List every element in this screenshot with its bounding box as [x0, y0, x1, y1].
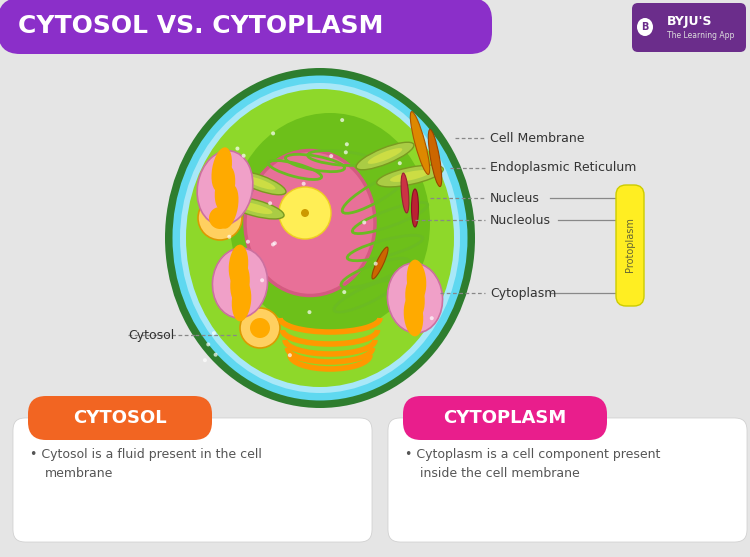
Ellipse shape [271, 131, 275, 135]
Ellipse shape [356, 142, 414, 170]
Ellipse shape [211, 147, 232, 192]
Text: Nucleolus: Nucleolus [490, 213, 551, 227]
Text: Nucleus: Nucleus [490, 192, 540, 204]
Ellipse shape [212, 248, 268, 318]
FancyBboxPatch shape [28, 396, 212, 440]
Ellipse shape [230, 262, 250, 304]
Text: Cytoplasm: Cytoplasm [490, 286, 556, 300]
Ellipse shape [234, 171, 286, 195]
Ellipse shape [388, 263, 442, 333]
Ellipse shape [244, 177, 275, 189]
Ellipse shape [180, 83, 460, 393]
Ellipse shape [344, 150, 348, 154]
Ellipse shape [301, 209, 309, 217]
Text: CYTOSOL VS. CYTOPLASM: CYTOSOL VS. CYTOPLASM [18, 14, 383, 38]
Ellipse shape [165, 68, 475, 408]
Ellipse shape [376, 165, 443, 187]
Ellipse shape [214, 353, 217, 356]
Ellipse shape [412, 189, 419, 227]
Ellipse shape [242, 154, 246, 158]
Ellipse shape [203, 358, 207, 362]
Text: membrane: membrane [45, 467, 113, 480]
Ellipse shape [410, 111, 430, 174]
Ellipse shape [197, 151, 253, 225]
FancyBboxPatch shape [616, 185, 644, 306]
Ellipse shape [212, 331, 216, 335]
Ellipse shape [230, 113, 430, 333]
FancyBboxPatch shape [632, 3, 746, 52]
Ellipse shape [340, 118, 344, 122]
Ellipse shape [250, 318, 270, 338]
Ellipse shape [430, 316, 433, 320]
Ellipse shape [226, 197, 284, 219]
Ellipse shape [428, 129, 442, 187]
Text: CYTOSOL: CYTOSOL [74, 409, 166, 427]
Ellipse shape [245, 150, 375, 296]
Ellipse shape [238, 202, 272, 214]
Ellipse shape [232, 280, 251, 321]
Ellipse shape [308, 310, 311, 314]
Ellipse shape [401, 173, 409, 213]
Ellipse shape [218, 184, 238, 229]
Ellipse shape [271, 242, 275, 246]
Text: BYJU'S: BYJU'S [667, 14, 712, 27]
Text: B: B [641, 22, 649, 32]
Text: • Cytosol is a fluid present in the cell: • Cytosol is a fluid present in the cell [30, 448, 262, 461]
Ellipse shape [209, 207, 231, 229]
Text: Protoplasm: Protoplasm [625, 218, 635, 272]
Ellipse shape [236, 146, 239, 150]
Ellipse shape [172, 76, 467, 400]
Text: Endoplasmic Reticulum: Endoplasmic Reticulum [490, 162, 636, 174]
Ellipse shape [186, 89, 454, 387]
FancyBboxPatch shape [388, 418, 747, 542]
Ellipse shape [372, 247, 388, 279]
Ellipse shape [406, 260, 426, 301]
Ellipse shape [374, 262, 378, 266]
Text: Cell Membrane: Cell Membrane [490, 131, 584, 144]
FancyBboxPatch shape [403, 396, 607, 440]
Ellipse shape [240, 308, 280, 348]
Text: inside the cell membrane: inside the cell membrane [420, 467, 580, 480]
Ellipse shape [637, 18, 653, 36]
Text: Cytosol: Cytosol [128, 329, 174, 341]
Ellipse shape [288, 353, 292, 357]
Ellipse shape [214, 166, 236, 210]
Ellipse shape [279, 187, 331, 239]
Ellipse shape [198, 196, 242, 240]
Text: • Cytoplasm is a cell component present: • Cytoplasm is a cell component present [405, 448, 660, 461]
Ellipse shape [342, 290, 346, 294]
Ellipse shape [206, 343, 210, 346]
Ellipse shape [229, 245, 248, 286]
Ellipse shape [368, 148, 402, 164]
Ellipse shape [398, 161, 402, 165]
Ellipse shape [404, 295, 423, 336]
Ellipse shape [273, 241, 277, 245]
Ellipse shape [405, 277, 424, 319]
Ellipse shape [227, 234, 231, 239]
FancyBboxPatch shape [0, 0, 492, 54]
Ellipse shape [246, 240, 250, 244]
Ellipse shape [390, 170, 430, 182]
Ellipse shape [345, 142, 349, 146]
Ellipse shape [302, 182, 306, 185]
FancyBboxPatch shape [13, 418, 372, 542]
Ellipse shape [362, 221, 366, 224]
Ellipse shape [268, 201, 272, 205]
Text: CYTOPLASM: CYTOPLASM [443, 409, 567, 427]
Ellipse shape [260, 278, 264, 282]
Ellipse shape [329, 154, 333, 158]
Text: The Learning App: The Learning App [667, 32, 734, 41]
